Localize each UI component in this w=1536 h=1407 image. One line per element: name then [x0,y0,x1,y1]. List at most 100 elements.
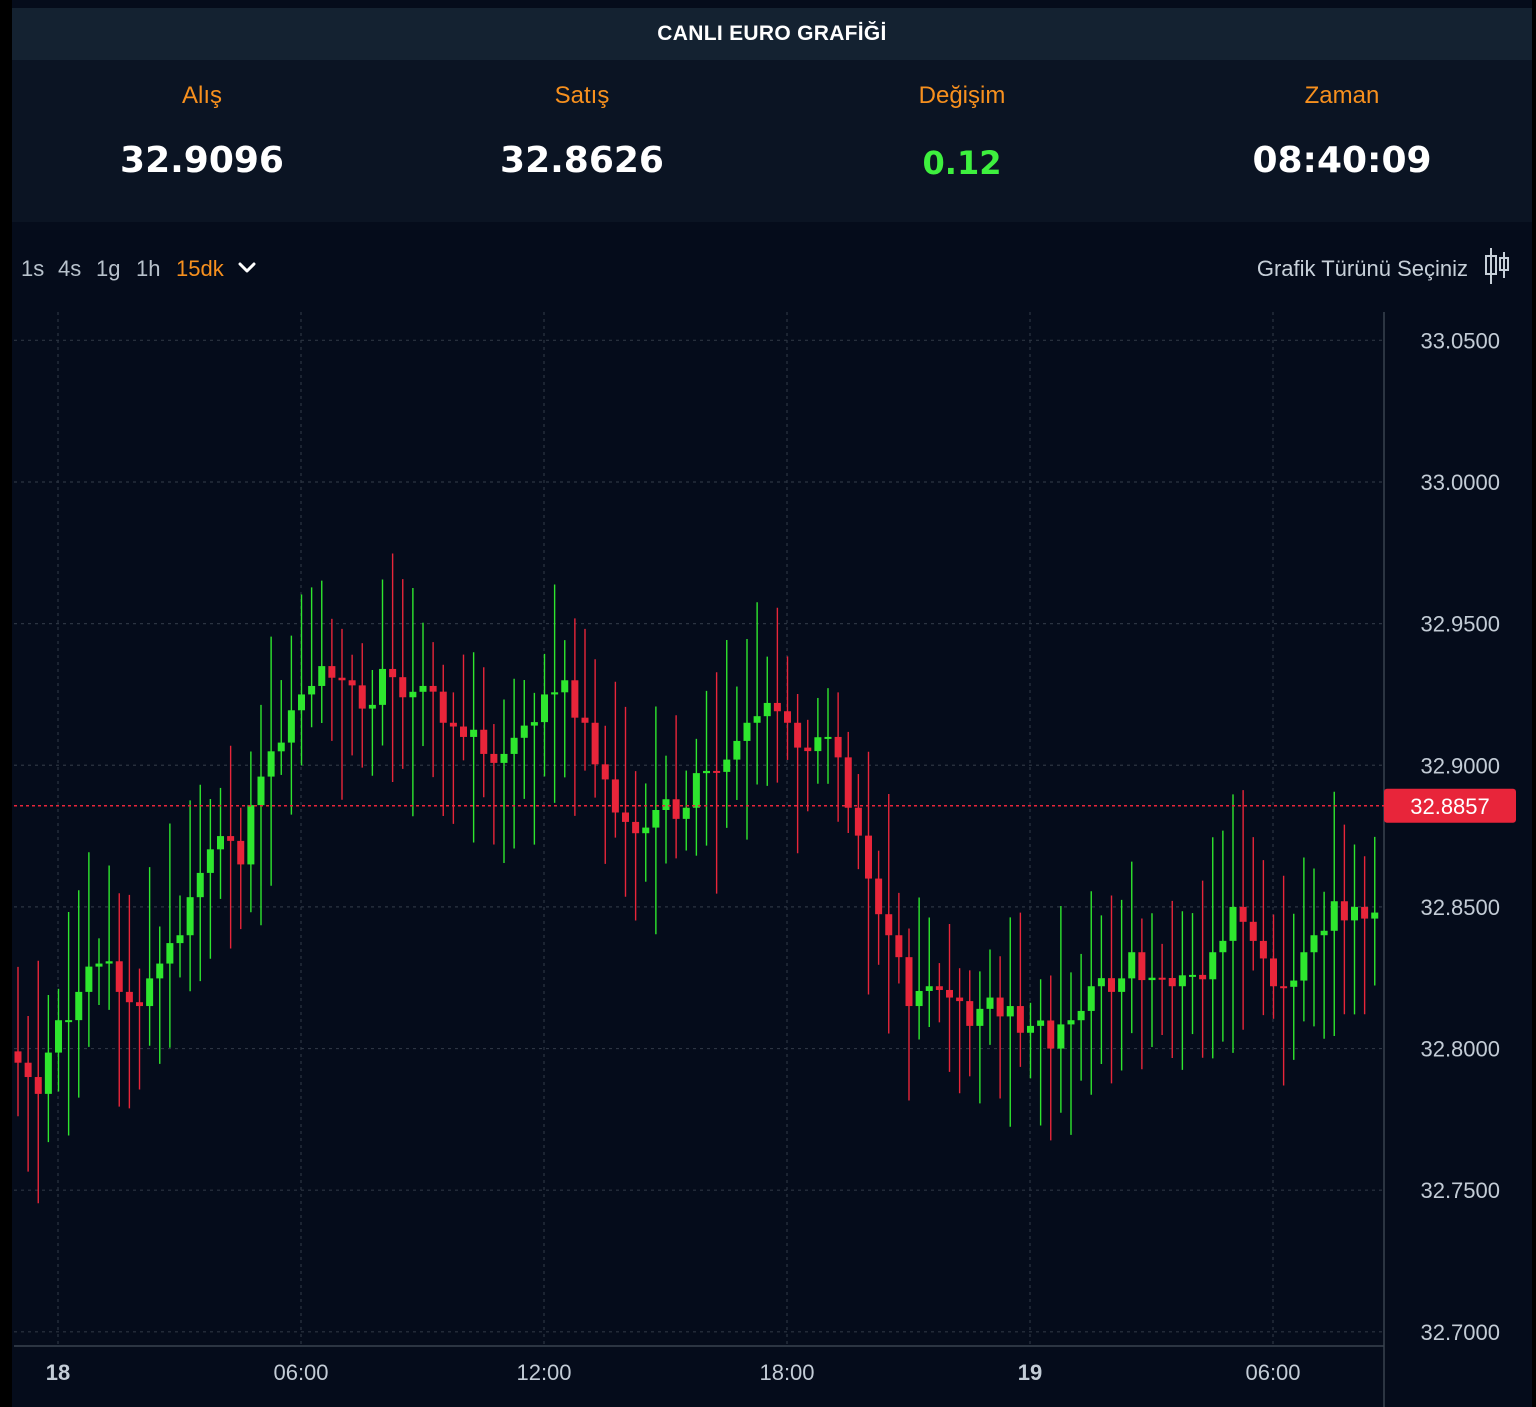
candle [24,1015,32,1172]
candle-body [1148,977,1156,981]
candle [1310,868,1318,1027]
candle-body [308,685,316,695]
candle-body [429,685,437,692]
candle-body [682,807,690,819]
candle [277,680,285,775]
candle [1128,861,1136,1034]
candle-body [1158,977,1166,980]
candle [368,669,376,776]
candle-body [611,779,619,813]
timeframe-15dk-button[interactable]: 15dk [176,256,224,281]
candle [1259,860,1267,1016]
candle [723,640,731,828]
candle-body [520,725,528,738]
candle [34,960,42,1204]
candle-body [328,666,336,678]
candle [733,686,741,800]
candle-body [935,986,943,990]
candle-body [75,991,83,1021]
candle-body [824,736,832,739]
candle-body [287,710,295,743]
candle-body [490,753,498,763]
timeframe-1g-button[interactable]: 1g [96,256,121,281]
last-price-badge [1384,788,1516,823]
candlestick-type-icon[interactable] [1482,246,1512,286]
candle [429,642,437,778]
candle-body [844,757,852,808]
timeframe-1s-button[interactable]: 1s [21,256,45,281]
price-tick-label: 33.0000 [1420,470,1500,495]
candle [1351,844,1358,1015]
candle [95,938,103,1005]
candle-body [1168,977,1176,987]
candle-body [1209,952,1217,980]
candle-body [206,849,214,873]
price-tick-label: 32.8000 [1420,1037,1500,1062]
candle [996,956,1004,1099]
candle-body [915,990,923,1007]
candle [125,894,133,1109]
candle-body [277,742,285,752]
candle-body [703,770,710,774]
candle-body [85,966,93,992]
candle-body [1351,906,1358,921]
timeframe-1h-button[interactable]: 1h [136,256,161,281]
candle-body [1108,978,1115,992]
candle [1148,913,1156,1047]
candle-body [1371,912,1379,919]
candle [1067,972,1075,1135]
candle-body [267,751,275,777]
candle [1249,837,1257,971]
candle-body [1340,901,1348,921]
candle [581,628,589,771]
candle [439,664,447,816]
candle-body [692,773,700,808]
candle [703,690,710,846]
candle-body [1178,975,1186,987]
candle-body [105,961,113,964]
candle [844,731,852,834]
candle [763,656,771,786]
widget-title: CANLI EURO GRAFİĞİ [657,22,887,45]
timeframe-4s-button[interactable]: 4s [58,256,82,281]
price-tick-label: 32.9000 [1420,753,1500,778]
candle-body [186,897,194,936]
candle [561,640,569,778]
candle [470,652,478,843]
candle [713,672,721,894]
candle [1199,880,1207,1058]
time-tick-label: 19 [1018,1360,1042,1385]
candle [1340,824,1348,1015]
candle [217,787,224,899]
candle [65,912,73,1136]
candle [1280,875,1288,1086]
candle-body [115,961,123,992]
candle-body [379,668,386,705]
candle [925,917,933,1028]
candle [804,719,812,812]
candle-body [956,997,964,1002]
candle-body [1087,986,1095,1011]
time-tick-label: 06:00 [273,1360,328,1385]
chart-type-selector[interactable]: Grafik Türünü Seçiniz [1256,256,1468,281]
change-value: 0.12 [922,144,1002,182]
candle [601,725,609,864]
candle-body [925,986,933,991]
candle-body [1270,958,1277,987]
candle-body [1300,952,1308,981]
candle [257,704,265,926]
candle [875,850,883,965]
candle [551,584,559,803]
bid-value: 32.9096 [120,140,284,181]
candle [1270,914,1277,1019]
candle [1118,899,1126,1071]
chevron-down-icon[interactable] [236,256,258,278]
candle-body [1310,935,1318,953]
candle-body [500,753,508,763]
candle-body [55,1020,62,1053]
candle-body [136,1002,143,1007]
candle-body [1330,901,1338,931]
candle-body [176,935,184,944]
candle [480,667,488,798]
